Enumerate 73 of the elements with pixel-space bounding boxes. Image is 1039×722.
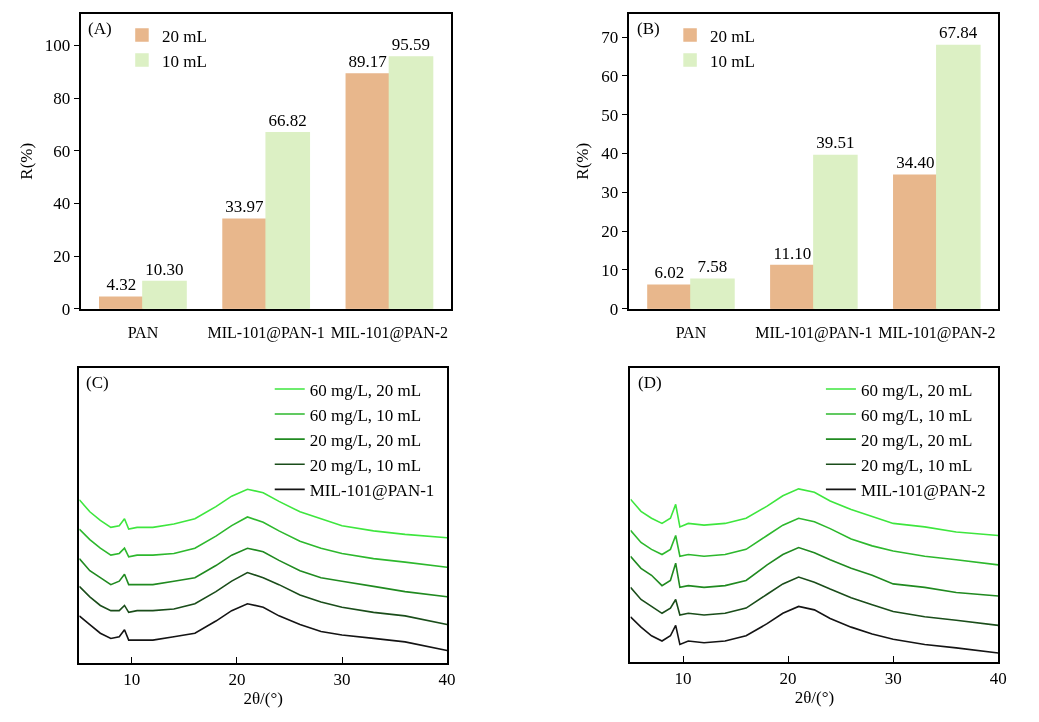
legend-label: 10 mL (710, 51, 755, 71)
data-label: 66.82 (268, 110, 307, 130)
x-tick-label: 10 (123, 669, 141, 689)
bar (647, 284, 692, 309)
text: (C) (86, 373, 109, 392)
x-tick-label: MIL-101@PAN-2 (878, 323, 996, 342)
y-tick-label: 0 (609, 299, 619, 319)
legend-label: 60 mg/L, 10 mL (860, 405, 973, 425)
y-tick-label: 20 (601, 222, 619, 242)
legend-label: 20 mL (161, 26, 207, 46)
x-tick-label: 30 (884, 668, 902, 688)
x-tick-label: 10 (674, 668, 692, 688)
y-tick-label: 30 (601, 183, 619, 203)
bar (142, 280, 187, 309)
y-axis-title: R(%) (16, 142, 36, 180)
data-label: 67.84 (938, 23, 978, 43)
legend-label: MIL-101@PAN-1 (309, 480, 435, 500)
legend-label: 20 mL (710, 26, 755, 46)
y-axis-title: R(%) (573, 142, 593, 180)
y-tick-label: 80 (53, 89, 71, 109)
x-tick-label: 40 (438, 669, 456, 689)
legend-label: 10 mL (161, 51, 207, 71)
data-label: 4.32 (106, 275, 137, 295)
bar (265, 132, 311, 309)
y-tick-label: 0 (61, 299, 71, 319)
x-tick-label: MIL-101@PAN-1 (755, 323, 873, 342)
annotation: (A) (88, 19, 112, 38)
bar (770, 264, 815, 309)
legend-label: 20 mg/L, 10 mL (309, 455, 422, 475)
bar (222, 218, 267, 309)
x-tick-label: MIL-101@PAN-2 (330, 323, 449, 342)
y-tick-label: 70 (601, 28, 619, 48)
data-label: 89.17 (348, 51, 388, 71)
legend-label: 60 mg/L, 20 mL (860, 380, 973, 400)
x-tick-label: 30 (333, 669, 351, 689)
x-axis-title: 2θ/(°) (794, 687, 835, 707)
data-label: 95.59 (391, 35, 431, 55)
data-label: 33.97 (225, 197, 264, 217)
legend-label: 20 mg/L, 10 mL (860, 455, 973, 475)
bar (936, 44, 981, 309)
bar (813, 154, 858, 309)
text: (D) (638, 373, 662, 392)
data-label: 34.40 (896, 153, 935, 173)
legend-label: 20 mg/L, 20 mL (860, 430, 973, 450)
y-tick-label: 40 (53, 194, 71, 214)
legend-label: 60 mg/L, 20 mL (309, 380, 422, 400)
data-label: 11.10 (773, 243, 812, 263)
bar (893, 174, 938, 309)
x-tick-label: 20 (228, 669, 246, 689)
y-tick-label: 60 (601, 66, 619, 86)
legend-label: MIL-101@PAN-2 (860, 480, 986, 500)
data-label: 7.58 (697, 257, 728, 277)
data-label: 6.02 (654, 263, 685, 283)
bar (388, 56, 434, 309)
y-tick-label: 60 (53, 141, 71, 161)
legend-label: 60 mg/L, 10 mL (309, 405, 422, 425)
y-tick-label: 20 (53, 246, 71, 266)
x-tick-label: PAN (127, 323, 159, 341)
legend-label: 20 mg/L, 20 mL (309, 430, 422, 450)
x-tick-label: PAN (675, 323, 707, 341)
data-label: 10.30 (145, 259, 184, 279)
x-tick-label: 40 (989, 668, 1007, 688)
y-tick-label: 10 (601, 260, 619, 280)
y-tick-label: 50 (601, 105, 619, 125)
y-tick-label: 100 (44, 36, 71, 56)
y-tick-label: 40 (601, 144, 619, 164)
data-label: 39.51 (816, 133, 855, 153)
bar (690, 278, 735, 309)
x-tick-label: MIL-101@PAN-1 (207, 323, 325, 342)
annotation: (B) (637, 19, 660, 38)
x-tick-label: 20 (779, 668, 797, 688)
bar (345, 73, 391, 309)
x-axis-title: 2θ/(°) (243, 688, 283, 708)
